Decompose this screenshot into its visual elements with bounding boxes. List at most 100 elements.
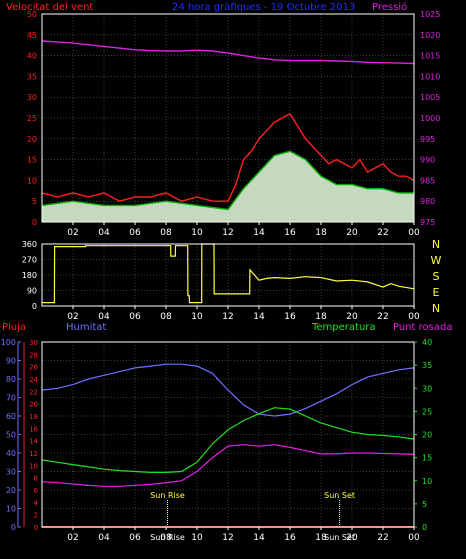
wind-series — [41, 40, 415, 222]
direction-y-tick-label: 0 — [32, 302, 37, 311]
humidity-y-tick-label: 30 — [6, 468, 16, 477]
wind-x-tick-label: 08 — [160, 228, 172, 238]
wind-y-tick-label: 5 — [32, 197, 37, 206]
wind-y-tick-label: 35 — [27, 72, 37, 81]
rain-y-tick-label: 28 — [29, 351, 38, 359]
compass-label: N — [432, 302, 440, 315]
humidity-y-tick-label: 60 — [6, 412, 16, 421]
wind-x-tick-label: 16 — [284, 228, 296, 238]
pressure-label: Pressió — [372, 1, 407, 13]
pressure-y-tick-label: 985 — [420, 176, 435, 185]
temp-x-tick-label: 22 — [377, 533, 388, 543]
temperature-grid — [42, 341, 415, 528]
direction-y-tick-label: 270 — [22, 256, 37, 265]
humidity-y-tick-label: 100 — [1, 338, 16, 347]
dir-x-tick-label: 06 — [129, 312, 141, 322]
temperature-y-tick-label: 20 — [422, 431, 432, 440]
temperature-axes: 0102030405060708090100024681012141618202… — [1, 338, 432, 543]
rain-y-tick-label: 20 — [29, 401, 38, 409]
wind-x-tick-label: 06 — [129, 228, 141, 238]
wind-speed-line — [41, 112, 415, 202]
temperature-line — [41, 407, 415, 473]
humidity-y-tick-label: 80 — [6, 375, 16, 384]
temperature-y-tick-label: 10 — [422, 477, 432, 486]
humidity-label: Humitat — [66, 322, 106, 333]
compass-label: N — [432, 238, 440, 251]
rain-y-tick-label: 14 — [29, 438, 38, 446]
temp-x-tick-label: 04 — [98, 533, 110, 543]
pressure-y-tick-label: 1015 — [420, 52, 440, 61]
dir-x-tick-label: 12 — [222, 312, 233, 322]
direction-line — [42, 243, 415, 304]
wind-x-tick-label: 10 — [191, 228, 203, 238]
temp-x-tick-label: 10 — [191, 533, 203, 543]
pressure-y-tick-label: 1025 — [420, 10, 440, 19]
pressure-y-tick-label: 1010 — [420, 72, 440, 81]
wind-y-tick-label: 45 — [27, 31, 37, 40]
temp-x-tick-label: 18 — [315, 533, 327, 543]
wind-x-tick-label: 20 — [346, 228, 358, 238]
wind-x-tick-label: 18 — [315, 228, 327, 238]
wind-y-tick-label: 20 — [27, 135, 37, 144]
dir-x-tick-label: 00 — [408, 312, 420, 322]
temp-x-tick-label: 02 — [67, 533, 78, 543]
wind-pressure-panel: Velocitat del vent 24 hora gràfiques - 1… — [6, 1, 440, 238]
temp-x-tick-label: 14 — [253, 533, 265, 543]
dir-x-tick-label: 20 — [346, 312, 358, 322]
temperature-y-tick-label: 35 — [422, 361, 432, 370]
temperature-y-tick-label: 5 — [422, 500, 427, 509]
dir-x-tick-label: 16 — [284, 312, 296, 322]
pressure-line — [41, 40, 415, 65]
wind-y-tick-label: 0 — [32, 218, 37, 227]
gust-line — [41, 150, 414, 211]
rain-y-tick-label: 0 — [34, 524, 38, 532]
wind-x-tick-label: 22 — [377, 228, 388, 238]
rain-y-tick-label: 4 — [34, 499, 39, 507]
wind-y-tick-label: 10 — [27, 176, 37, 185]
pressure-y-tick-label: 1020 — [420, 31, 440, 40]
rain-y-tick-label: 22 — [29, 388, 38, 396]
pressure-y-tick-label: 990 — [420, 156, 435, 165]
rain-y-tick-label: 18 — [29, 413, 38, 421]
wind-x-tick-label: 04 — [98, 228, 110, 238]
wind-y-tick-label: 15 — [27, 156, 37, 165]
pressure-y-tick-label: 980 — [420, 197, 435, 206]
rain-y-tick-label: 8 — [34, 475, 38, 483]
dir-x-tick-label: 10 — [191, 312, 203, 322]
rain-y-tick-label: 6 — [34, 487, 39, 495]
dewpoint-line — [41, 444, 415, 487]
pressure-y-tick-label: 1005 — [420, 93, 440, 102]
pressure-y-tick-label: 1000 — [420, 114, 440, 123]
rain-y-tick-label: 30 — [29, 339, 38, 347]
wind-x-tick-label: 14 — [253, 228, 265, 238]
rain-y-tick-label: 16 — [29, 425, 38, 433]
dir-x-tick-label: 08 — [160, 312, 172, 322]
humidity-y-tick-label: 40 — [6, 449, 16, 458]
temp-x-tick-label: 20 — [346, 533, 358, 543]
temp-x-tick-label: 00 — [408, 533, 420, 543]
temperature-label: Temperatura — [311, 322, 376, 333]
rain-y-tick-label: 12 — [29, 450, 38, 458]
wind-y-tick-label: 25 — [27, 114, 37, 123]
dir-x-tick-label: 18 — [315, 312, 327, 322]
sun-marker-label: Sun Rise — [150, 491, 185, 500]
direction-grid — [42, 243, 415, 307]
temp-x-tick-label: 08 — [160, 533, 172, 543]
wind-y-tick-label: 30 — [27, 93, 37, 102]
dir-x-tick-label: 22 — [377, 312, 388, 322]
wind-y-tick-label: 50 — [27, 10, 37, 19]
sun-marker-label: Sun Set — [324, 491, 355, 500]
temp-x-tick-label: 12 — [222, 533, 233, 543]
temp-x-tick-label: 16 — [284, 533, 296, 543]
temp-x-tick-label: 06 — [129, 533, 141, 543]
temperature-y-tick-label: 15 — [422, 454, 432, 463]
wind-x-tick-label: 12 — [222, 228, 233, 238]
humidity-y-tick-label: 90 — [6, 357, 16, 366]
direction-y-tick-label: 180 — [22, 271, 37, 280]
pressure-y-tick-label: 995 — [420, 135, 435, 144]
wind-speed-label: Velocitat del vent — [6, 2, 93, 13]
pressure-y-tick-label: 975 — [420, 218, 435, 227]
